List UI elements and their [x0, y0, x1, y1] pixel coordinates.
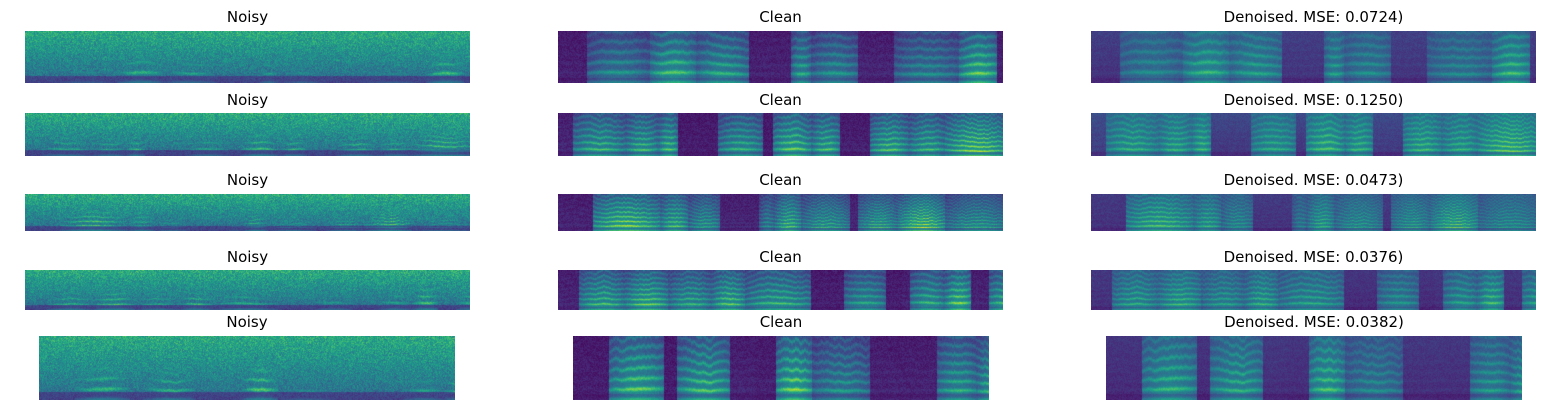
- noisy-title: Noisy: [226, 248, 269, 266]
- noisy-title: Noisy: [226, 313, 268, 331]
- clean-spectrogram: [573, 336, 989, 400]
- denoised-title: Denoised. MSE: 0.0382): [1224, 313, 1404, 331]
- clean-title: Clean: [759, 248, 802, 266]
- noisy-spectrogram: [25, 31, 470, 83]
- noisy-spectrogram: [39, 336, 455, 400]
- denoised-spectrogram: [1106, 336, 1522, 400]
- clean-title: Clean: [759, 91, 802, 109]
- denoised-spectrogram: [1091, 113, 1536, 156]
- noisy-spectrogram: [25, 113, 470, 156]
- denoised-title: Denoised. MSE: 0.0473): [1223, 171, 1404, 189]
- clean-title: Clean: [759, 313, 803, 331]
- noisy-spectrogram: [25, 194, 470, 231]
- clean-spectrogram: [558, 194, 1003, 231]
- noisy-title: Noisy: [226, 8, 269, 26]
- noisy-title: Noisy: [226, 91, 269, 109]
- denoised-spectrogram: [1091, 270, 1536, 310]
- denoised-spectrogram: [1091, 31, 1536, 83]
- noisy-title: Noisy: [226, 171, 269, 189]
- clean-title: Clean: [759, 171, 802, 189]
- clean-spectrogram: [558, 31, 1003, 83]
- denoised-title: Denoised. MSE: 0.0724): [1223, 8, 1404, 26]
- denoised-spectrogram: [1091, 194, 1536, 231]
- denoised-title: Denoised. MSE: 0.1250): [1223, 91, 1404, 109]
- noisy-spectrogram: [25, 270, 470, 310]
- denoised-title: Denoised. MSE: 0.0376): [1223, 248, 1404, 266]
- clean-spectrogram: [558, 270, 1003, 310]
- clean-title: Clean: [759, 8, 802, 26]
- clean-spectrogram: [558, 113, 1003, 156]
